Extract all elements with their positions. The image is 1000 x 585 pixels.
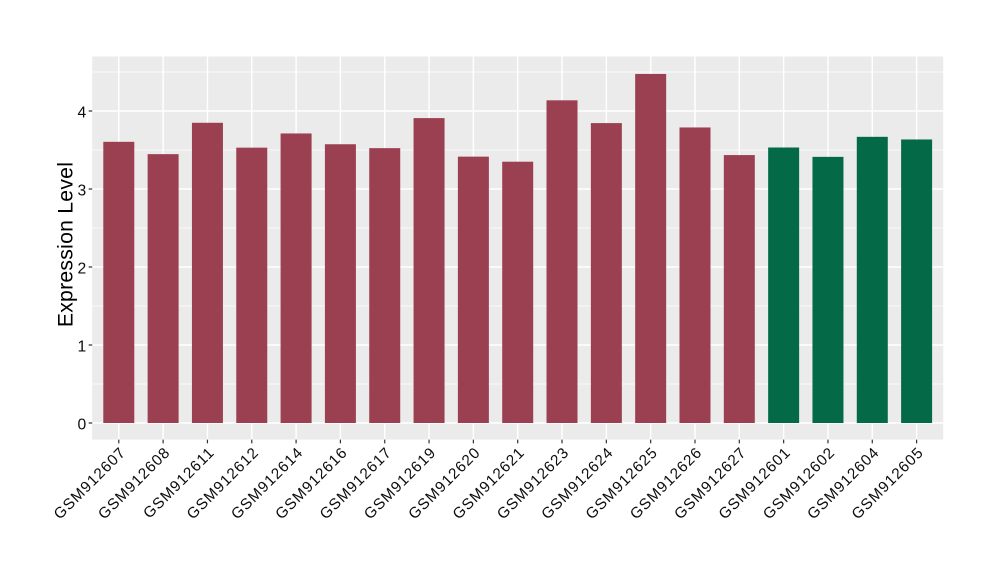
svg-text:Expression Level: Expression Level: [55, 162, 78, 327]
svg-text:3: 3: [77, 183, 86, 200]
svg-text:4: 4: [77, 105, 86, 122]
svg-text:2: 2: [77, 261, 86, 278]
svg-text:1: 1: [77, 339, 86, 356]
svg-text:0: 0: [77, 417, 86, 434]
